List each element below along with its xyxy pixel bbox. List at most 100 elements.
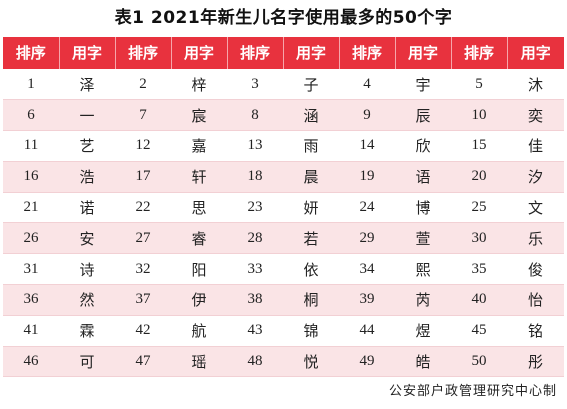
table-row: 16 浩 17 轩 18 晨 19 语 20 汐: [3, 161, 564, 193]
char-cell: 铭: [507, 315, 564, 347]
char-cell: 宸: [171, 99, 227, 132]
rank-cell: 14: [339, 130, 395, 162]
header-char: 用字: [395, 37, 452, 69]
char-cell: 瑶: [171, 346, 227, 378]
header-rank: 排序: [3, 37, 60, 69]
char-cell: 熙: [395, 253, 451, 286]
rank-cell: 24: [339, 192, 395, 224]
char-cell: 宇: [395, 69, 451, 101]
rank-cell: 38: [227, 284, 283, 316]
rank-cell: 18: [227, 161, 283, 193]
char-cell: 语: [395, 161, 451, 193]
char-cell: 航: [171, 315, 227, 347]
char-cell: 博: [395, 192, 451, 224]
table-header-row: 排序 用字 排序 用字 排序 用字 排序 用字 排序 用字: [3, 37, 564, 69]
char-cell: 欣: [395, 130, 451, 162]
char-cell: 阳: [171, 253, 227, 286]
rank-cell: 46: [3, 346, 59, 378]
rank-cell: 34: [339, 253, 395, 286]
char-cell: 霖: [59, 315, 115, 347]
rank-cell: 17: [115, 161, 171, 193]
char-cell: 悦: [283, 346, 339, 378]
table-row: 46 可 47 瑶 48 悦 49 皓 50 彤: [3, 346, 564, 378]
rank-cell: 44: [339, 315, 395, 347]
char-cell: 雨: [283, 130, 339, 162]
char-cell: 奕: [507, 99, 564, 132]
header-char: 用字: [59, 37, 116, 69]
char-cell: 诺: [59, 192, 115, 224]
char-cell: 煜: [395, 315, 451, 347]
rank-cell: 25: [451, 192, 507, 224]
rank-cell: 8: [227, 99, 283, 132]
char-cell: 皓: [395, 346, 451, 378]
char-cell: 俊: [507, 253, 564, 286]
rank-cell: 45: [451, 315, 507, 347]
rank-cell: 48: [227, 346, 283, 378]
char-cell: 汐: [507, 161, 564, 193]
rank-cell: 21: [3, 192, 59, 224]
rank-cell: 29: [339, 222, 395, 255]
rank-cell: 49: [339, 346, 395, 378]
header-rank: 排序: [227, 37, 284, 69]
char-cell: 浩: [59, 161, 115, 193]
rank-cell: 32: [115, 253, 171, 286]
char-cell: 妍: [283, 192, 339, 224]
table-row: 31 诗 32 阳 33 依 34 熙 35 俊: [3, 253, 564, 286]
rank-cell: 23: [227, 192, 283, 224]
char-cell: 辰: [395, 99, 451, 132]
rank-cell: 27: [115, 222, 171, 255]
header-rank: 排序: [451, 37, 508, 69]
rank-cell: 50: [451, 346, 507, 378]
rank-cell: 43: [227, 315, 283, 347]
char-cell: 子: [283, 69, 339, 101]
rank-cell: 13: [227, 130, 283, 162]
table-row: 11 艺 12 嘉 13 雨 14 欣 15 佳: [3, 130, 564, 162]
char-cell: 桐: [283, 284, 339, 316]
char-cell: 泽: [59, 69, 115, 101]
char-cell: 伊: [171, 284, 227, 316]
char-cell: 艺: [59, 130, 115, 162]
rank-cell: 40: [451, 284, 507, 316]
rank-cell: 28: [227, 222, 283, 255]
rank-cell: 36: [3, 284, 59, 316]
char-cell: 轩: [171, 161, 227, 193]
header-char: 用字: [283, 37, 340, 69]
rank-cell: 42: [115, 315, 171, 347]
char-cell: 嘉: [171, 130, 227, 162]
rank-cell: 35: [451, 253, 507, 286]
header-char: 用字: [507, 37, 564, 69]
char-cell: 佳: [507, 130, 564, 162]
table-row: 6 一 7 宸 8 涵 9 辰 10 奕: [3, 99, 564, 132]
char-cell: 若: [283, 222, 339, 255]
char-cell: 芮: [395, 284, 451, 316]
rank-cell: 3: [227, 69, 283, 101]
rank-cell: 10: [451, 99, 507, 132]
char-cell: 文: [507, 192, 564, 224]
table-row: 41 霖 42 航 43 锦 44 煜 45 铭: [3, 315, 564, 347]
rank-cell: 5: [451, 69, 507, 101]
rank-cell: 15: [451, 130, 507, 162]
char-cell: 晨: [283, 161, 339, 193]
char-cell: 沐: [507, 69, 564, 101]
rank-cell: 41: [3, 315, 59, 347]
source-footer: 公安部户政管理研究中心制: [388, 384, 557, 399]
header-rank: 排序: [339, 37, 396, 69]
char-cell: 可: [59, 346, 115, 378]
char-cell: 依: [283, 253, 339, 286]
table-row: 36 然 37 伊 38 桐 39 芮 40 怡: [3, 284, 564, 316]
char-cell: 梓: [171, 69, 227, 101]
rank-cell: 16: [3, 161, 59, 193]
rank-cell: 4: [339, 69, 395, 101]
rank-cell: 6: [3, 99, 59, 132]
rank-cell: 33: [227, 253, 283, 286]
rank-cell: 12: [115, 130, 171, 162]
rank-cell: 9: [339, 99, 395, 132]
rank-cell: 22: [115, 192, 171, 224]
rank-cell: 2: [115, 69, 171, 101]
char-cell: 诗: [59, 253, 115, 286]
char-cell: 思: [171, 192, 227, 224]
